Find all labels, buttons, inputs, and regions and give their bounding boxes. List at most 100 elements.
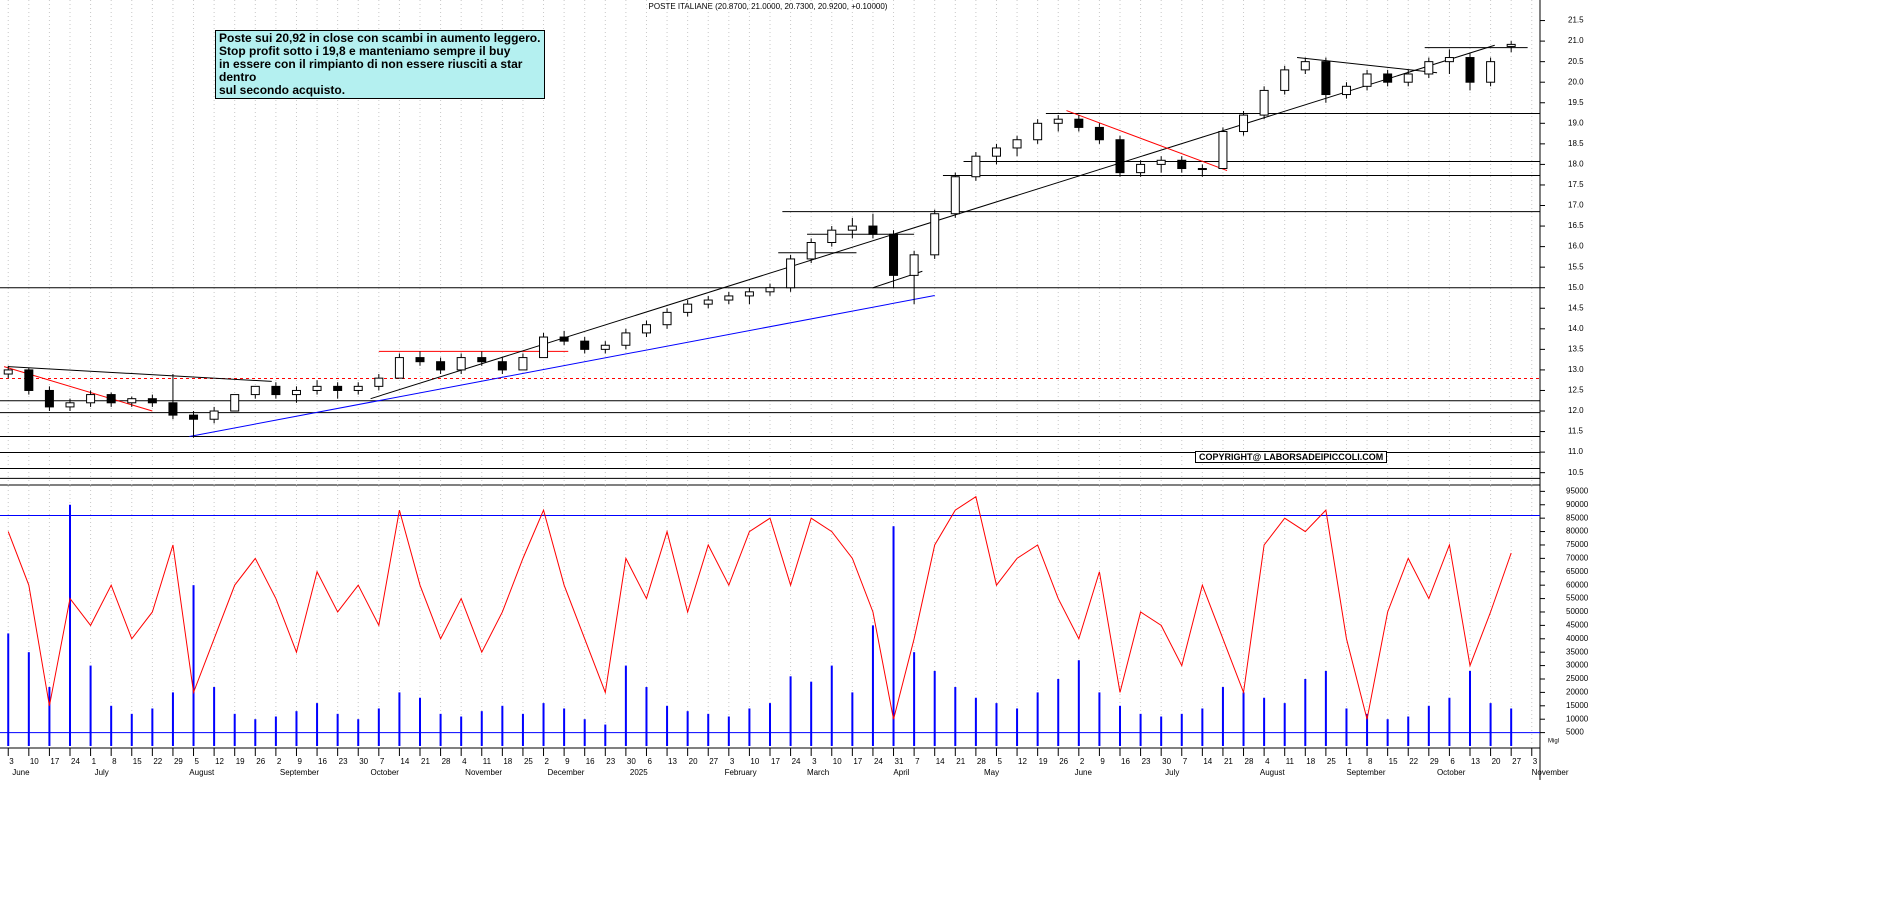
x-tick-label: 8	[112, 757, 117, 766]
volume-bar	[1510, 708, 1513, 746]
y-tick-label: 12.0	[1568, 406, 1584, 415]
x-tick-label: 31	[895, 757, 904, 766]
volume-bar	[1263, 697, 1266, 746]
candle-body	[497, 361, 507, 371]
candle-body	[1280, 69, 1290, 91]
x-tick-label: 18	[1306, 757, 1315, 766]
x-tick-label: 3	[730, 757, 735, 766]
x-tick-label: 10	[750, 757, 759, 766]
x-tick-label: 24	[792, 757, 801, 766]
volume-bar	[27, 652, 30, 746]
volume-bar	[1489, 703, 1492, 746]
volume-bar	[48, 687, 51, 746]
candle-body	[1033, 122, 1043, 141]
y-tick-label: 19.5	[1568, 98, 1584, 107]
candle-body	[1465, 57, 1475, 83]
candle-body	[600, 344, 610, 350]
volume-bar	[1407, 716, 1410, 746]
volume-bar	[810, 681, 813, 746]
x-tick-label: 7	[380, 757, 385, 766]
x-tick-label: 19	[236, 757, 245, 766]
candle-body	[1321, 61, 1331, 96]
x-tick-label: 28	[1245, 757, 1254, 766]
y2-tick-label: 50000	[1566, 607, 1589, 616]
candle-body	[333, 385, 343, 391]
volume-bar	[1016, 708, 1019, 746]
x-tick-label: 13	[1471, 757, 1480, 766]
y-tick-label: 17.0	[1568, 201, 1584, 210]
volume-bar	[913, 652, 916, 746]
candle-body	[724, 295, 734, 301]
volume-bar	[130, 713, 133, 746]
candle-body	[1506, 43, 1516, 47]
x-tick-label: 9	[1100, 757, 1105, 766]
volume-bar	[110, 705, 113, 746]
candle-body	[539, 336, 549, 359]
month-label: 2025	[630, 768, 648, 777]
x-tick-label: 25	[524, 757, 533, 766]
candle-body	[3, 369, 13, 375]
x-tick-label: 22	[1409, 757, 1418, 766]
x-tick-label: 30	[359, 757, 368, 766]
candle-body	[271, 385, 281, 396]
volume-bar	[1345, 708, 1348, 746]
volume-bar	[933, 670, 936, 746]
candle-body	[518, 357, 528, 371]
candle-body	[312, 385, 322, 391]
volume-bar	[69, 504, 71, 746]
candle-body	[971, 155, 981, 178]
candle-body	[147, 398, 157, 404]
candle-body	[1177, 159, 1187, 170]
x-tick-label: 10	[833, 757, 842, 766]
volume-bar	[1304, 678, 1307, 746]
candle-body	[621, 332, 631, 346]
candle-body	[65, 402, 75, 408]
candle-body	[806, 242, 816, 260]
volume-bar	[563, 708, 566, 746]
x-tick-label: 3	[9, 757, 14, 766]
candle-body	[641, 324, 651, 334]
candle-body	[1197, 168, 1207, 171]
volume-bar	[151, 708, 154, 746]
x-tick-label: 30	[627, 757, 636, 766]
candle-body	[1424, 61, 1434, 75]
x-tick-label: 11	[1286, 757, 1295, 766]
x-tick-label: 23	[606, 757, 615, 766]
y-tick-label: 18.0	[1568, 160, 1584, 169]
month-label: March	[807, 768, 829, 777]
y-tick-label: 15.5	[1568, 262, 1584, 271]
trend-line	[189, 295, 935, 437]
y-tick-label: 13.0	[1568, 365, 1584, 374]
volume-bar	[1036, 692, 1039, 746]
x-tick-label: 12	[1018, 757, 1027, 766]
volume-bar	[213, 687, 216, 746]
candle-body	[909, 254, 919, 276]
candle-body	[868, 225, 878, 235]
volume-bar	[460, 716, 463, 746]
y2-tick-label: 10000	[1566, 714, 1589, 723]
candle-body	[662, 311, 672, 326]
x-tick-label: 17	[50, 757, 59, 766]
volume-bar	[1469, 670, 1471, 746]
volume-bar	[419, 697, 421, 746]
candle-body	[847, 225, 857, 231]
month-label: November	[465, 768, 502, 777]
volume-bar	[1077, 660, 1080, 746]
candle-body	[415, 357, 425, 363]
volume-bar	[336, 713, 339, 746]
volume-bar	[542, 703, 545, 746]
x-tick-label: 7	[1183, 757, 1188, 766]
y2-tick-label: 20000	[1566, 688, 1589, 697]
volume-bar	[954, 687, 957, 746]
y-tick-label: 11.0	[1568, 447, 1584, 456]
x-tick-label: 5	[195, 757, 200, 766]
candle-body	[580, 340, 590, 350]
y2-tick-label: 75000	[1566, 540, 1589, 549]
candle-body	[168, 402, 178, 416]
candle-body	[209, 410, 219, 420]
x-tick-label: 24	[874, 757, 883, 766]
x-tick-label: 16	[586, 757, 595, 766]
x-tick-label: 30	[1162, 757, 1171, 766]
candle-body	[1218, 131, 1228, 170]
